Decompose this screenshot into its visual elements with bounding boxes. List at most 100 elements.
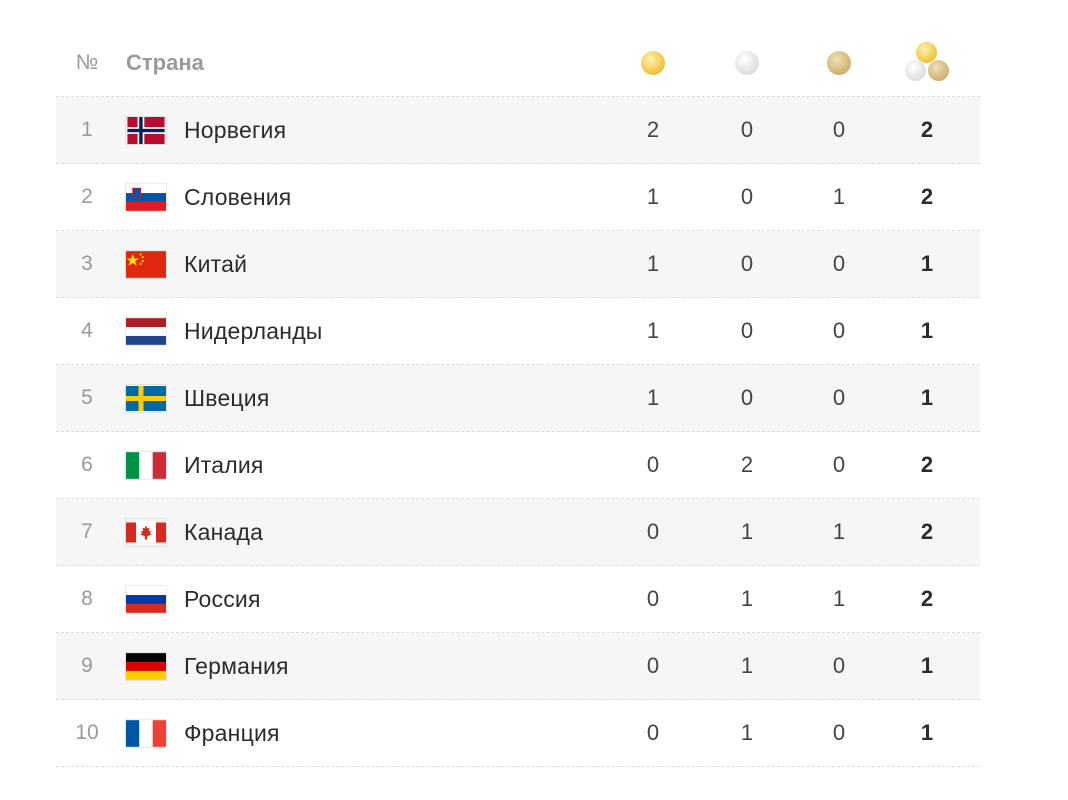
table-row[interactable]: 6 Италия 0 2 0 2 <box>56 432 980 499</box>
silver-count: 1 <box>740 519 754 544</box>
header-rank: № <box>75 51 99 74</box>
china-flag-icon <box>126 250 166 278</box>
gold-count: 1 <box>646 318 660 343</box>
bronze-count: 0 <box>832 385 846 410</box>
rank: 5 <box>81 386 93 409</box>
table-row[interactable]: 8 Россия 0 1 1 2 <box>56 566 980 633</box>
france-flag-icon <box>126 719 166 747</box>
gold-count: 0 <box>646 653 660 678</box>
sweden-flag-icon <box>126 385 166 411</box>
country-name: Норвегия <box>184 116 287 143</box>
flag-cell <box>126 164 166 230</box>
rank: 3 <box>81 252 93 275</box>
flag-cell <box>126 499 166 565</box>
table-row[interactable]: 1 Норвегия 2 0 0 2 <box>56 97 980 164</box>
silver-count: 0 <box>740 117 754 142</box>
country-name: Россия <box>184 585 261 612</box>
norway-flag-icon <box>127 116 165 144</box>
rank: 1 <box>81 118 93 141</box>
bronze-count: 1 <box>832 586 846 611</box>
total-count: 1 <box>920 720 934 745</box>
country-name: Китай <box>184 250 248 277</box>
total-count: 1 <box>920 318 934 343</box>
bronze-count: 0 <box>832 653 846 678</box>
flag-cell <box>126 700 166 766</box>
bronze-count: 1 <box>832 184 846 209</box>
silver-count: 1 <box>740 720 754 745</box>
silver-count: 0 <box>740 251 754 276</box>
bronze-medal-icon <box>827 51 851 75</box>
gold-count: 1 <box>646 184 660 209</box>
country-name: Канада <box>184 518 264 545</box>
gold-count: 0 <box>646 452 660 477</box>
gold-count: 2 <box>646 117 660 142</box>
rank: 8 <box>81 587 93 610</box>
gold-count: 0 <box>646 586 660 611</box>
table-header: № Страна <box>56 30 980 97</box>
gold-count: 0 <box>646 519 660 544</box>
flag-cell <box>126 432 166 498</box>
bronze-count: 1 <box>832 519 846 544</box>
total-count: 2 <box>920 586 934 611</box>
gold-count: 1 <box>646 385 660 410</box>
total-count: 2 <box>920 452 934 477</box>
country-name: Германия <box>184 652 289 679</box>
table-row[interactable]: 3 Китай 1 0 0 1 <box>56 231 980 298</box>
header-gold <box>628 30 678 96</box>
silver-count: 1 <box>740 586 754 611</box>
rank: 4 <box>81 319 93 342</box>
table-row[interactable]: 9 Германия 0 1 0 1 <box>56 633 980 700</box>
bronze-count: 0 <box>832 251 846 276</box>
table-row[interactable]: 2 Словения 1 0 1 2 <box>56 164 980 231</box>
canada-flag-icon <box>126 522 166 542</box>
germany-flag-icon <box>126 652 166 680</box>
rank: 7 <box>81 520 93 543</box>
bronze-count: 0 <box>832 318 846 343</box>
gold-count: 0 <box>646 720 660 745</box>
bronze-count: 0 <box>832 452 846 477</box>
table-row[interactable]: 4 Нидерланды 1 0 0 1 <box>56 298 980 365</box>
russia-flag-icon <box>126 585 166 613</box>
silver-medal-icon <box>735 51 759 75</box>
total-count: 2 <box>920 184 934 209</box>
all-medals-icon <box>902 38 952 88</box>
gold-count: 1 <box>646 251 660 276</box>
netherlands-flag-icon <box>126 317 166 345</box>
rank: 6 <box>81 453 93 476</box>
total-count: 1 <box>920 385 934 410</box>
silver-count: 0 <box>740 184 754 209</box>
total-count: 2 <box>920 519 934 544</box>
slovenia-flag-icon <box>126 183 166 211</box>
rank: 9 <box>81 654 93 677</box>
silver-count: 2 <box>740 452 754 477</box>
bronze-count: 0 <box>832 117 846 142</box>
silver-count: 0 <box>740 318 754 343</box>
flag-cell <box>126 231 166 297</box>
total-count: 1 <box>920 251 934 276</box>
country-name: Италия <box>184 451 264 478</box>
flag-cell <box>126 298 166 364</box>
header-silver <box>722 30 772 96</box>
total-count: 2 <box>920 117 934 142</box>
rank: 10 <box>75 721 99 744</box>
header-country: Страна <box>126 50 204 75</box>
medal-table: № Страна 1 <box>56 30 980 767</box>
country-name: Швеция <box>184 384 270 411</box>
country-name: Нидерланды <box>184 317 323 344</box>
header-total <box>902 30 952 96</box>
table-row[interactable]: 5 Швеция 1 0 0 1 <box>56 365 980 432</box>
country-name: Словения <box>184 183 292 210</box>
silver-count: 1 <box>740 653 754 678</box>
flag-cell <box>126 566 166 632</box>
header-bronze <box>814 30 864 96</box>
italy-flag-icon <box>126 451 166 479</box>
total-count: 1 <box>920 653 934 678</box>
flag-cell <box>126 633 166 699</box>
flag-cell <box>126 365 166 431</box>
gold-medal-icon <box>641 51 665 75</box>
country-name: Франция <box>184 719 280 746</box>
table-row[interactable]: 10 Франция 0 1 0 1 <box>56 700 980 767</box>
rank: 2 <box>81 185 93 208</box>
silver-count: 0 <box>740 385 754 410</box>
table-row[interactable]: 7 Канада 0 1 1 2 <box>56 499 980 566</box>
